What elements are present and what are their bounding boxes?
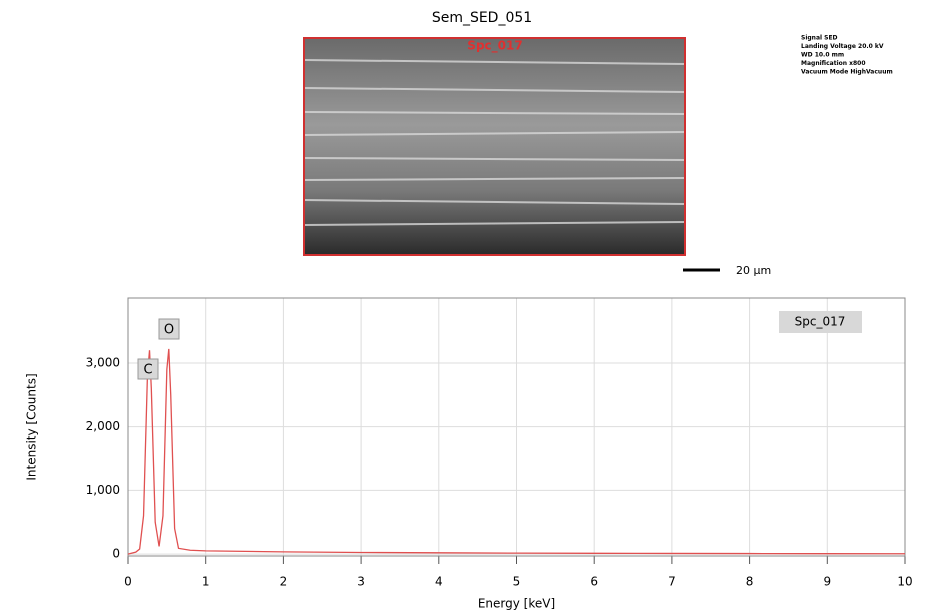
x-tick-label: 7 xyxy=(668,575,676,589)
x-tick-label: 1 xyxy=(202,575,210,589)
y-axis-label: Intensity [Counts] xyxy=(25,373,39,480)
y-tick-label: 2,000 xyxy=(86,419,120,433)
x-tick-label: 5 xyxy=(513,575,521,589)
x-axis-label: Energy [keV] xyxy=(478,597,555,611)
image-title: Sem_SED_051 xyxy=(432,10,532,26)
info-line: WD 10.0 mm xyxy=(801,52,844,59)
info-line: Magnification x800 xyxy=(801,60,866,67)
peak-label: C xyxy=(143,363,152,378)
legend-label: Spc_017 xyxy=(795,315,846,329)
chart: 0 1,000 2,000 3,000 0 1 2 3 4 5 6 7 8 9 10 Energy [keV]… xyxy=(25,297,913,611)
x-tick-label: 4 xyxy=(435,575,443,589)
peak-label-box xyxy=(137,358,159,380)
y-tick-label: 0 xyxy=(112,547,120,561)
x-tick-label: 2 xyxy=(280,575,288,589)
y-tick-label: 1,000 xyxy=(86,483,120,497)
x-tick-label: 10 xyxy=(897,575,912,589)
x-tick-label: 9 xyxy=(823,575,831,589)
scale-label: 20 µm xyxy=(736,264,771,277)
peak-label-box xyxy=(158,318,180,340)
spot-label: Spc_017 xyxy=(467,39,522,54)
peak-label: O xyxy=(164,323,174,338)
info-line: Landing Voltage 20.0 kV xyxy=(801,43,884,50)
info-line: Vacuum Mode HighVacuum xyxy=(801,69,893,76)
info-line: Signal SED xyxy=(801,35,838,42)
legend-box xyxy=(779,311,862,333)
x-tick-label: 8 xyxy=(746,575,754,589)
sem-image xyxy=(303,37,686,256)
y-tick-label: 3,000 xyxy=(86,355,120,369)
plot-frame xyxy=(127,297,906,557)
x-tick-label: 6 xyxy=(590,575,598,589)
x-tick-label: 0 xyxy=(124,575,132,589)
x-tick-label: 3 xyxy=(357,575,365,589)
